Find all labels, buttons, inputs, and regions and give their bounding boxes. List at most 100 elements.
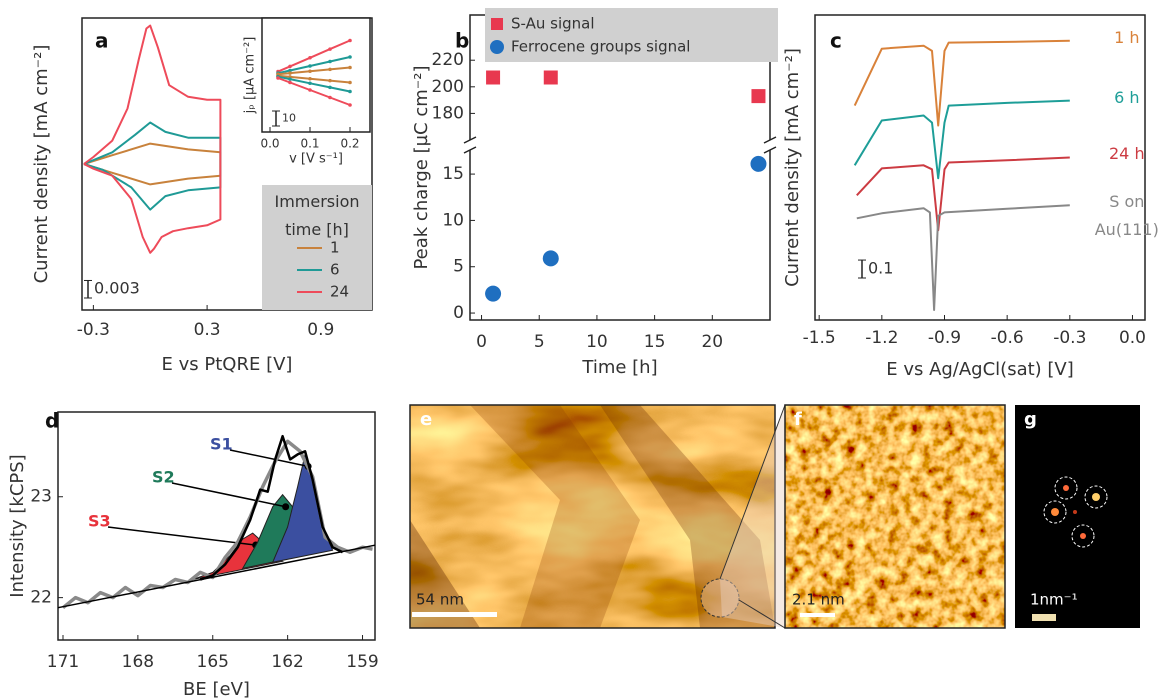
x-axis-label: E vs Ag/AgCl(sat) [V] [886, 359, 1074, 380]
legend-swatch [491, 18, 503, 30]
data-point [328, 96, 332, 100]
line-label-box: 6 h [1086, 84, 1161, 148]
x-tick-label: 20 [701, 332, 723, 352]
y-axis-label: Intensity [kCPS] [7, 454, 28, 597]
data-point [288, 81, 292, 85]
data-line [58, 545, 375, 608]
data-point [751, 89, 765, 103]
scale-bar-label: 0.003 [94, 279, 140, 298]
component-label: S1 [210, 435, 233, 454]
x-tick-label: 0.9 [307, 320, 334, 340]
y-tick-label: 220 [432, 50, 464, 70]
data-point [288, 65, 292, 69]
line-label: 24 h [1086, 140, 1161, 168]
data-point [328, 60, 332, 64]
data-point [328, 79, 332, 83]
x-tick-label: -0.3 [1053, 328, 1086, 348]
data-line [84, 123, 221, 210]
data-point [348, 55, 352, 59]
line-label-box: 1 h [1086, 24, 1161, 88]
figure: e 54 nm f 2.1 nm g 1nm⁻¹ -0.30.30.9E vs … [0, 0, 1161, 699]
spot [1051, 508, 1059, 516]
data-point [328, 47, 332, 51]
x-tick-label: 159 [346, 652, 378, 672]
data-point [308, 64, 312, 68]
data-point [486, 71, 500, 85]
data-point [348, 81, 352, 85]
component-label: S2 [152, 468, 175, 487]
data-point [308, 77, 312, 81]
data-point [485, 286, 501, 302]
data-point [308, 88, 312, 92]
data-point [348, 66, 352, 70]
leader-line [108, 527, 256, 545]
panel-label: b [455, 29, 469, 53]
x-tick-label: 15 [644, 332, 666, 352]
x-tick-label: 5 [534, 332, 545, 352]
spot [1080, 533, 1086, 539]
scale-bar-label: 0.1 [868, 259, 893, 278]
y-axis-label: Current density [mA cm⁻²] [31, 45, 52, 284]
x-tick-label: 0.2 [340, 137, 359, 151]
scale-bar-label: 2.1 nm [792, 591, 845, 609]
data-point [328, 68, 332, 72]
x-tick-label: -0.6 [991, 328, 1024, 348]
x-tick-label: 168 [122, 652, 154, 672]
data-point [348, 103, 352, 107]
legend-label: Ferrocene groups signal [511, 38, 690, 56]
x-axis-label: Time [h] [581, 357, 657, 378]
y-tick-label: 23 [30, 487, 52, 507]
panel: 1711681651621592223BE [eV]Intensity [kCP… [7, 409, 379, 699]
legend-title: Immersion time [h] [260, 188, 374, 244]
data-line [857, 158, 1070, 231]
y-tick-label: 200 [432, 77, 464, 97]
leader-line [230, 450, 308, 466]
component-label: S3 [88, 512, 111, 531]
line-label: S on Au(111) [1086, 188, 1161, 244]
x-tick-label: 165 [197, 652, 229, 672]
data-point [276, 76, 280, 80]
panel-label: f [794, 409, 802, 430]
scale-bar [412, 612, 497, 617]
line-label: 1 h [1086, 24, 1161, 52]
y-axis-label: Peak charge [µC cm⁻²] [411, 65, 432, 269]
line-label-box: S on Au(111) [1086, 188, 1161, 252]
line-label: 6 h [1086, 84, 1161, 112]
x-tick-label: 10 [586, 332, 608, 352]
data-point [544, 71, 558, 85]
panel-label: g [1024, 409, 1037, 430]
y-tick-label: 0 [453, 303, 464, 323]
data-point [288, 77, 292, 81]
data-point [328, 86, 332, 90]
y-tick-label: 5 [453, 257, 464, 277]
data-point [348, 39, 352, 43]
legend-swatch [490, 40, 504, 54]
data-line [855, 101, 1070, 179]
legend-title-box: Immersion time [h] [260, 188, 374, 248]
data-point [308, 56, 312, 60]
scale-bar [1032, 614, 1056, 621]
x-tick-label: 162 [271, 652, 303, 672]
x-tick-label: 0.1 [300, 137, 319, 151]
data-line [84, 144, 221, 185]
x-tick-label: 171 [47, 652, 79, 672]
y-tick-label: 22 [30, 588, 52, 608]
data-point [348, 90, 352, 94]
x-axis-label: v [V s⁻¹] [289, 152, 343, 167]
spot [1092, 493, 1100, 501]
legend-label: 24 [330, 283, 349, 301]
x-tick-label: 0.0 [260, 137, 279, 151]
legend-label: 6 [330, 261, 340, 279]
x-tick-label: -1.2 [865, 328, 898, 348]
data-point [288, 71, 292, 75]
y-axis-label: Current density [mA cm⁻²] [782, 48, 803, 287]
figure-canvas: e 54 nm f 2.1 nm g 1nm⁻¹ -0.30.30.9E vs … [0, 0, 1161, 699]
panel-label: d [45, 409, 59, 433]
x-axis-label: E vs PtQRE [V] [162, 354, 293, 375]
x-tick-label: -0.9 [928, 328, 961, 348]
legend-label: S-Au signal [511, 15, 595, 33]
x-tick-label: 0.0 [1119, 328, 1146, 348]
spot [1073, 510, 1077, 514]
